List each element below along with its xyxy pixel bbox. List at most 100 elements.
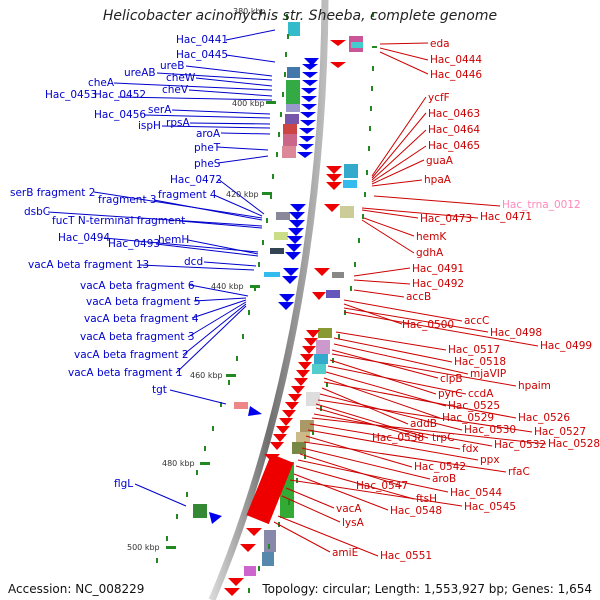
map-mark [155, 243, 259, 257]
gene-label: Hac_0471 [480, 211, 532, 223]
gene-label: Hac_0500 [402, 319, 454, 331]
map-mark [312, 430, 314, 435]
map-mark [161, 125, 271, 129]
map-mark [272, 174, 274, 179]
map-mark [200, 462, 210, 465]
accession-label: Accession: NC_008229 [8, 582, 145, 596]
gene-label: Hac_0532 [494, 439, 546, 451]
map-mark [189, 122, 271, 125]
reverse-arrow [326, 182, 342, 190]
reverse-arrow [312, 292, 326, 300]
gene-label: dsbC [24, 206, 50, 218]
gene-label: Hac_0493 [108, 238, 160, 250]
map-mark [196, 470, 198, 475]
map-mark [304, 454, 306, 459]
reverse-arrow [273, 434, 287, 442]
map-mark [203, 261, 257, 267]
map-mark [225, 29, 276, 41]
feature-block [286, 104, 300, 112]
feature-block [270, 248, 284, 254]
map-mark [280, 112, 282, 117]
map-mark [354, 262, 356, 267]
map-mark [188, 89, 273, 97]
gene-label: vacA beta fragment 1 [68, 367, 183, 379]
feature-block [246, 453, 294, 525]
map-mark [182, 303, 247, 356]
feature-block [351, 42, 363, 48]
map-mark [307, 429, 479, 461]
map-mark [326, 382, 328, 387]
feature-block [316, 340, 330, 354]
feature-block [343, 180, 357, 188]
reverse-arrow [294, 378, 308, 386]
position-ticks [156, 12, 377, 593]
map-mark [350, 286, 352, 291]
kbp-label: 460 kbp [190, 371, 223, 380]
feature-block [332, 272, 344, 278]
map-mark [368, 146, 370, 151]
map-mark [319, 393, 463, 431]
gene-label: Hac_0491 [412, 263, 464, 275]
forward-arrow [209, 512, 222, 524]
map-mark [331, 353, 517, 387]
map-mark [327, 365, 467, 395]
gene-label: hpaim [518, 380, 551, 392]
map-mark [331, 349, 439, 379]
reverse-arrow [288, 394, 302, 402]
forward-arrow [285, 252, 301, 260]
map-mark [236, 356, 238, 361]
map-mark [187, 239, 259, 255]
map-mark [175, 305, 247, 374]
map-mark [372, 12, 374, 17]
map-mark [262, 192, 272, 195]
map-mark [309, 423, 461, 450]
map-mark [369, 126, 371, 131]
gene-label: Hac_0548 [390, 505, 442, 517]
map-mark [338, 334, 340, 339]
map-mark [371, 112, 427, 179]
map-mark [379, 47, 429, 61]
gene-label: vacA beta fragment 3 [80, 331, 195, 343]
forward-arrow [278, 302, 294, 310]
feature-block [326, 290, 340, 298]
gene-label: Hac_0551 [380, 550, 432, 562]
gene-label: vacA beta fragment 5 [86, 296, 201, 308]
map-mark [315, 403, 429, 439]
gene-label: Hac_0445 [176, 49, 228, 61]
map-mark [166, 536, 168, 541]
gene-label: Hac_0498 [490, 327, 542, 339]
kbp-label: 480 kbp [162, 459, 195, 468]
map-mark [335, 331, 447, 351]
map-mark [169, 389, 227, 405]
reverse-arrows [224, 40, 346, 596]
map-mark [103, 237, 259, 253]
gene-label: ccdA [468, 388, 494, 400]
gene-label: pheT [194, 142, 221, 154]
feature-block [264, 530, 276, 552]
feature-block [283, 134, 297, 146]
feature-block [193, 504, 207, 518]
map-mark [353, 267, 411, 277]
map-mark [303, 441, 507, 473]
map-mark [217, 155, 269, 164]
map-mark [371, 159, 425, 185]
feature-block [287, 67, 300, 78]
gene-label: ycfF [428, 92, 450, 104]
map-mark [366, 170, 368, 175]
forward-arrow [301, 88, 317, 94]
gene-label: Hac_0544 [450, 487, 502, 499]
reverse-arrow [291, 386, 305, 394]
map-mark [361, 209, 419, 219]
map-mark [325, 371, 447, 407]
map-mark [333, 343, 469, 375]
gene-label: Hac_0494 [58, 232, 110, 244]
gene-label: ftsH [416, 493, 437, 505]
map-mark [93, 191, 263, 219]
map-mark [372, 66, 374, 71]
feature-block [282, 146, 296, 158]
gene-label: Hac_0452 [94, 89, 146, 101]
map-mark [266, 101, 276, 104]
gene-label: Hac_trna_0012 [502, 199, 581, 211]
genome-title: Helicobacter acinonychis str. Sheeba, co… [102, 8, 498, 24]
